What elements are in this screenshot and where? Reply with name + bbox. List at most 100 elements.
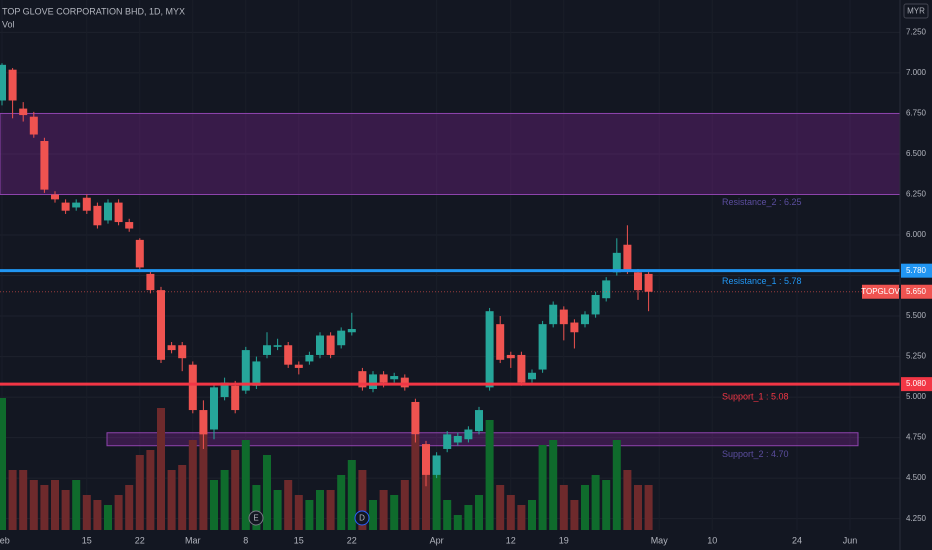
volume-label: Vol	[2, 19, 15, 29]
candle-body	[114, 202, 123, 223]
y-tick-label: 5.250	[906, 352, 927, 361]
event-marker[interactable]	[248, 510, 264, 526]
candle-body	[559, 309, 568, 325]
volume-bar	[379, 490, 388, 530]
candle-body	[422, 444, 430, 475]
candle-body	[72, 202, 81, 208]
x-tick-label: 12	[506, 535, 516, 545]
x-tick-label: 22	[135, 535, 145, 545]
y-tick-label: 5.000	[906, 392, 927, 401]
x-tick-label: 15	[82, 535, 92, 545]
volume-bar	[178, 465, 187, 530]
y-tick-label: 6.750	[906, 109, 927, 118]
volume-bar	[326, 490, 335, 530]
candle-body	[549, 304, 558, 325]
price-tag-label: 5.080	[906, 379, 927, 388]
event-label[interactable]: E	[253, 514, 258, 523]
candle-body	[61, 202, 70, 211]
candle-body	[294, 364, 303, 368]
volume-bar	[40, 485, 49, 530]
volume-bar	[390, 495, 399, 530]
volume-bar	[485, 420, 494, 530]
volume-bar	[146, 450, 155, 530]
candle-body	[157, 290, 165, 360]
x-tick-label: 15	[294, 535, 304, 545]
volume-bar	[464, 505, 473, 530]
volume-bar	[506, 495, 515, 530]
candle-body	[464, 429, 473, 440]
chart-title: TOP GLOVE CORPORATION BHD, 1D, MYX	[2, 6, 185, 16]
volume-bar	[411, 435, 420, 530]
zone-label: Resistance_2 : 6.25	[722, 197, 802, 207]
candle-body	[263, 345, 271, 355]
volume-bar	[305, 500, 314, 530]
y-tick-label: 4.500	[906, 473, 927, 482]
volume-bar	[316, 490, 324, 530]
volume-bar	[538, 445, 547, 530]
candle-body	[199, 410, 208, 435]
price-tag-label: 5.650	[906, 287, 927, 296]
volume-bar	[188, 440, 197, 530]
candle-body	[358, 371, 367, 388]
candle-body	[602, 280, 611, 299]
volume-bar	[337, 475, 346, 530]
candle-body	[135, 239, 144, 268]
candle-body	[612, 252, 621, 273]
volume-bar	[284, 480, 293, 530]
candle-body	[634, 272, 642, 291]
volume-bar	[252, 485, 261, 530]
candle-body	[305, 354, 314, 362]
volume-bar	[644, 485, 653, 530]
volume-bar	[528, 500, 536, 530]
candle-body	[538, 324, 547, 370]
event-label[interactable]: D	[359, 514, 365, 523]
price-tag	[901, 263, 932, 278]
candle-body	[210, 387, 218, 430]
event-marker[interactable]	[354, 510, 370, 526]
volume-bar	[93, 500, 102, 530]
volume-bar	[602, 480, 611, 530]
volume-bar	[29, 480, 38, 530]
plot: Resistance_2 : 6.25 Support_2 : 4.70 Resis…	[0, 31, 901, 530]
currency: MYR	[907, 7, 925, 16]
candle-body	[19, 108, 28, 116]
volume-bar	[231, 450, 240, 530]
candle-body	[104, 202, 112, 221]
y-tick-label: 7.250	[906, 28, 927, 37]
volume-bar	[400, 480, 409, 530]
y-tick-label: 4.250	[906, 514, 927, 523]
volume-bar	[591, 475, 600, 530]
candle-body	[316, 335, 324, 355]
candle-body	[0, 64, 6, 101]
volume-bar	[453, 515, 462, 530]
candle-body	[220, 382, 229, 398]
x-tick-label: 19	[559, 535, 569, 545]
volume-bar	[199, 430, 208, 530]
x-tick-label: Apr	[430, 535, 444, 545]
volume-bar	[347, 460, 356, 530]
volume-bar	[623, 470, 632, 530]
candle-body	[252, 361, 261, 386]
currency-box	[903, 3, 929, 19]
volume-bar	[496, 485, 505, 530]
volume-bar	[125, 485, 134, 530]
volume-bar	[0, 398, 6, 530]
symbol-tag-label: TOPGLOV	[861, 287, 900, 296]
volume-bar	[443, 500, 452, 530]
x-tick-label: May	[651, 535, 669, 545]
price-tag	[901, 284, 932, 299]
x-tick-label: 10	[707, 535, 717, 545]
candle-body	[273, 345, 282, 347]
candle-body	[188, 364, 197, 411]
zone	[106, 432, 859, 447]
candle-body	[400, 377, 409, 388]
level-label: Resistance_1 : 5.78	[722, 276, 802, 286]
volume-bar	[114, 495, 123, 530]
candle-body	[146, 273, 155, 291]
volume-bar	[570, 500, 579, 530]
candle-body	[369, 374, 377, 389]
candle-body	[167, 345, 176, 351]
candle-body	[570, 322, 579, 333]
